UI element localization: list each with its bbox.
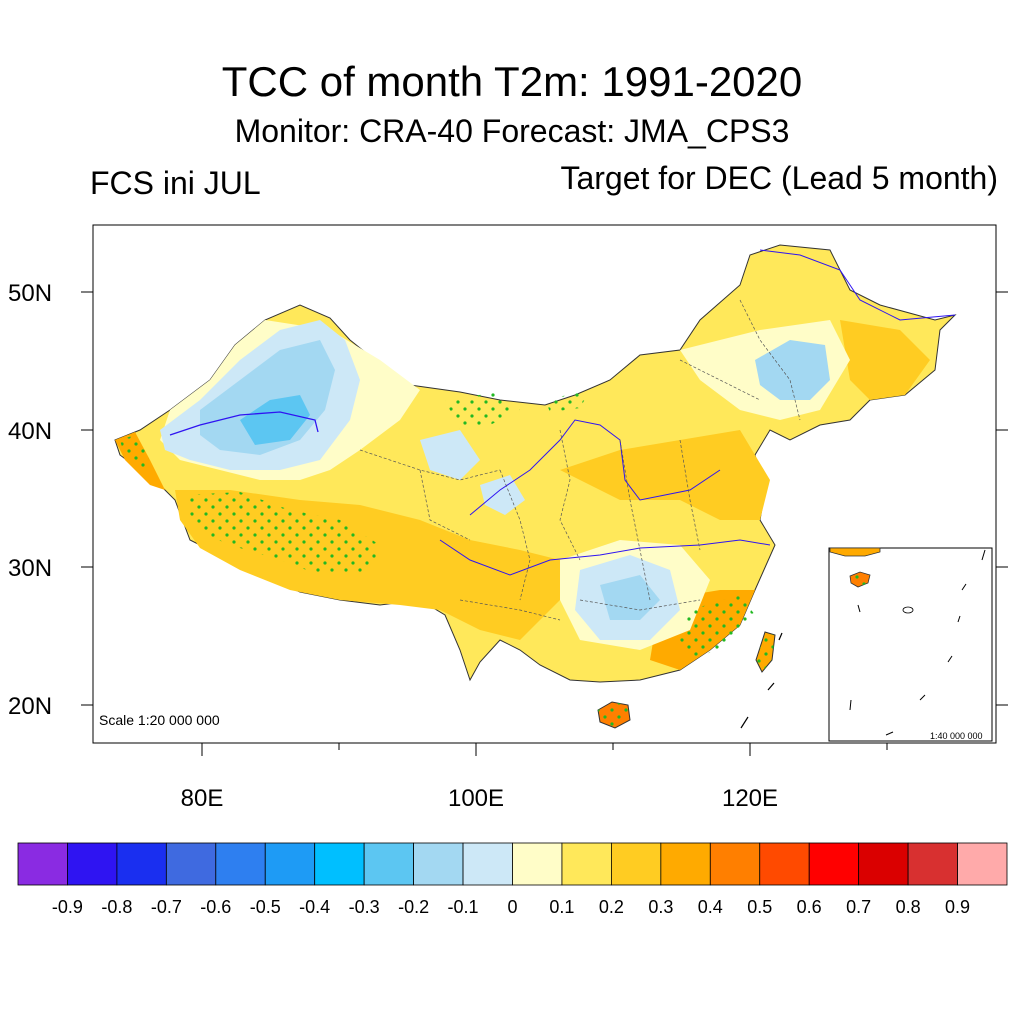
colorbar-swatch	[413, 842, 464, 886]
y-tick-label: 30N	[8, 555, 52, 582]
colorbar-label: 0.6	[797, 897, 822, 917]
chart-title: TCC of month T2m: 1991-2020	[221, 58, 803, 105]
colorbar-swatch	[759, 842, 810, 886]
colorbar-swatch	[215, 842, 266, 886]
yellow-river	[469, 419, 721, 516]
stipple-inner-mongolia	[545, 390, 590, 412]
colorbar: -0.9 -0.8 -0.7 -0.6 -0.5 -0.4 -0.3 -0.2 -0.1 0 0.1…	[17, 842, 1008, 917]
colorbar-swatch	[907, 842, 958, 886]
stipple-fujian	[680, 595, 755, 660]
china-map	[114, 244, 957, 729]
colorbar-swatch	[17, 842, 68, 886]
colorbar-label: 0.2	[599, 897, 624, 917]
y-tick-label: 40N	[8, 418, 52, 445]
inset-dashes	[849, 549, 986, 736]
colorbar-swatch	[264, 842, 316, 886]
colorbar-label: 0.3	[648, 897, 673, 917]
region-orange-northeast	[840, 320, 930, 400]
colorbar-label: -0.4	[299, 897, 330, 917]
colorbar-swatch	[67, 842, 118, 886]
colorbar-label: -0.6	[200, 897, 231, 917]
stipple-west	[120, 434, 150, 470]
yangtze-river	[439, 539, 771, 576]
inset-hainan-stipple	[850, 572, 870, 587]
colorbar-label: -0.9	[52, 897, 83, 917]
region-negative-northeast	[755, 340, 830, 400]
colorbar-swatch	[462, 842, 513, 886]
colorbar-swatch	[116, 842, 167, 886]
map-scale-label: Scale 1:20 000 000	[99, 712, 220, 728]
colorbar-swatch	[611, 842, 662, 886]
colorbar-label: -0.3	[349, 897, 380, 917]
colorbar-label: -0.5	[250, 897, 281, 917]
colorbar-swatch	[561, 842, 612, 886]
region-negative-tarim-deep	[240, 395, 310, 445]
region-negative-south-core	[600, 575, 660, 620]
colorbar-swatch	[165, 842, 217, 886]
colorbar-swatch	[363, 842, 414, 886]
tarim-river	[169, 411, 319, 436]
amur-river	[759, 249, 956, 321]
inset-scale-label: 1:40 000 000	[930, 731, 983, 741]
axis-ticks	[81, 291, 1008, 756]
colorbar-swatch	[709, 842, 761, 886]
y-tick-label: 20N	[8, 693, 52, 720]
chart-subtitle: Monitor: CRA-40 Forecast: JMA_CPS3	[234, 113, 790, 149]
colorbar-label: 0.9	[945, 897, 970, 917]
scs-inset: 1:40 000 000	[828, 547, 993, 742]
colorbar-label: 0.5	[747, 897, 772, 917]
colorbar-swatch	[314, 842, 365, 886]
target-month-label: Target for DEC (Lead 5 month)	[560, 160, 998, 196]
x-tick-label: 80E	[181, 785, 224, 812]
stipple-tibet	[185, 492, 380, 575]
scs-dashes	[740, 632, 783, 729]
colorbar-label: 0.7	[846, 897, 871, 917]
colorbar-label: 0	[507, 897, 517, 917]
colorbar-label: -0.8	[101, 897, 132, 917]
colorbar-label: -0.7	[151, 897, 182, 917]
colorbar-label: 0.8	[896, 897, 921, 917]
colorbar-swatch	[512, 842, 563, 886]
region-orange-central	[560, 430, 770, 520]
hainan-stipple	[598, 702, 630, 728]
taiwan-stipple	[756, 632, 775, 672]
colorbar-swatch	[660, 842, 711, 886]
region-negative-central	[420, 430, 480, 480]
x-tick-label: 100E	[448, 785, 504, 812]
y-tick-label: 50N	[8, 280, 52, 307]
inset-islands	[902, 606, 914, 614]
province-boundaries	[359, 299, 801, 621]
region-negative-tarim-core	[200, 340, 335, 455]
colorbar-label: -0.1	[448, 897, 479, 917]
x-tick-label: 120E	[722, 785, 778, 812]
colorbar-swatch	[858, 842, 909, 886]
colorbar-label: 0.4	[698, 897, 723, 917]
inset-coast	[829, 547, 881, 557]
colorbar-label: -0.2	[398, 897, 429, 917]
colorbar-swatch	[957, 842, 1008, 886]
colorbar-label: 0.1	[549, 897, 574, 917]
colorbar-swatch	[808, 842, 860, 886]
stipple-hexi	[445, 392, 520, 430]
init-month-label: FCS ini JUL	[90, 165, 261, 201]
